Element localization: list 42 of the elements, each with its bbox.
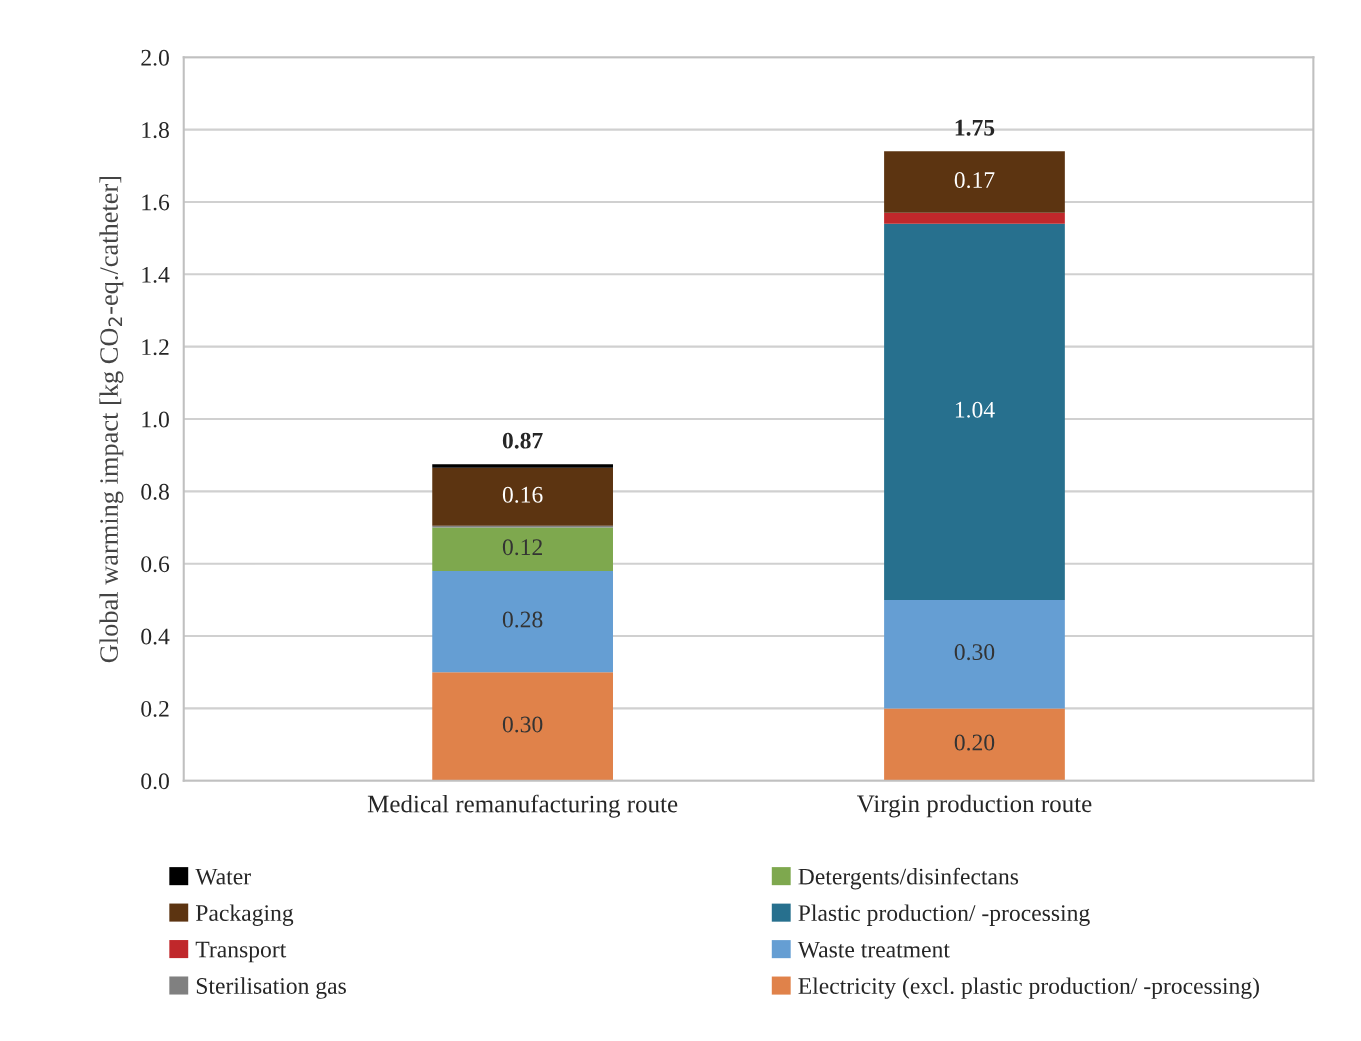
data-label: 0.12 — [502, 539, 542, 556]
total-label: 0.87 — [502, 432, 543, 449]
data-label: 0.30 — [954, 644, 995, 661]
legend-label: Water — [195, 868, 251, 885]
y-tick-label: 1.4 — [142, 266, 170, 283]
y-tick-label: 0.8 — [141, 483, 169, 500]
bar — [432, 570, 613, 673]
y-tick-label: 1.6 — [142, 194, 170, 211]
bar — [884, 708, 1065, 781]
bar — [432, 467, 613, 526]
bar — [884, 599, 1065, 709]
data-label: 1.04 — [955, 401, 995, 418]
legend-label: Waste treatment — [797, 941, 950, 958]
y-tick-label: 1.8 — [142, 122, 169, 139]
x-tick-label: Medical remanufacturing route — [367, 794, 678, 818]
legend-label: Sterilisation gas — [196, 977, 346, 999]
y-tick-label: 2.0 — [141, 49, 169, 66]
data-label: 0.17 — [954, 172, 995, 189]
legend-label: Plastic production/ -processing — [798, 904, 1090, 926]
bar — [432, 464, 613, 468]
x-tick-label: Virgin production route — [857, 794, 1092, 818]
total-label: 1.75 — [955, 119, 995, 136]
y-tick-label: 1.0 — [142, 411, 169, 428]
bar — [884, 151, 1065, 213]
y-tick-label: 0.0 — [141, 773, 169, 790]
bar — [884, 212, 1065, 224]
data-label: 0.16 — [502, 486, 543, 503]
y-tick-label: 1.2 — [142, 339, 169, 356]
data-label: 0.20 — [954, 734, 995, 751]
legend-label: Transport — [195, 941, 287, 963]
data-label: 0.30 — [502, 716, 543, 733]
bar — [432, 527, 613, 571]
legend-label: Detergents/disinfectans — [798, 867, 1019, 890]
bar — [884, 223, 1065, 600]
bar — [432, 672, 613, 781]
data-label: 0.28 — [502, 611, 543, 628]
y-tick-label: 0.6 — [141, 556, 170, 573]
legend-label: Packaging — [195, 904, 294, 926]
y-tick-label: 0.4 — [141, 628, 170, 645]
y-tick-label: 0.2 — [141, 700, 169, 717]
y-axis-title: Global warming impact [kg CO$_{2}$-eq./catheter] — [99, 176, 124, 663]
legend-label: Electricity (excl. plastic production/ -processing) — [798, 977, 1259, 999]
